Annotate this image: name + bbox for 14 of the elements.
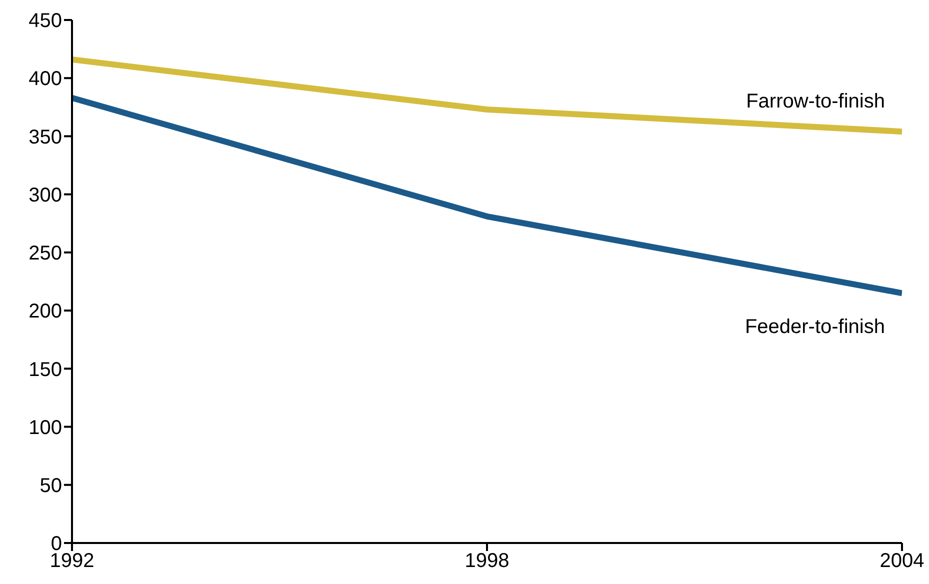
- y-tick-label: 400: [28, 68, 62, 90]
- x-tick-label: 1998: [464, 550, 510, 572]
- series-label: Farrow-to-finish: [746, 90, 885, 113]
- y-tick-label: 50: [40, 474, 62, 497]
- y-tick-label: 300: [28, 184, 62, 206]
- y-tick-label: 250: [28, 242, 62, 265]
- x-tick-label: 1992: [50, 550, 94, 572]
- y-tick-label: 150: [28, 358, 62, 381]
- y-tick-label: 450: [28, 10, 62, 32]
- y-tick-label: 100: [28, 416, 62, 439]
- x-tick-label: 2004: [880, 550, 924, 572]
- y-tick-label: 350: [28, 126, 62, 148]
- y-tick-label: 200: [28, 300, 62, 323]
- series-label: Feeder-to-finish: [744, 316, 885, 338]
